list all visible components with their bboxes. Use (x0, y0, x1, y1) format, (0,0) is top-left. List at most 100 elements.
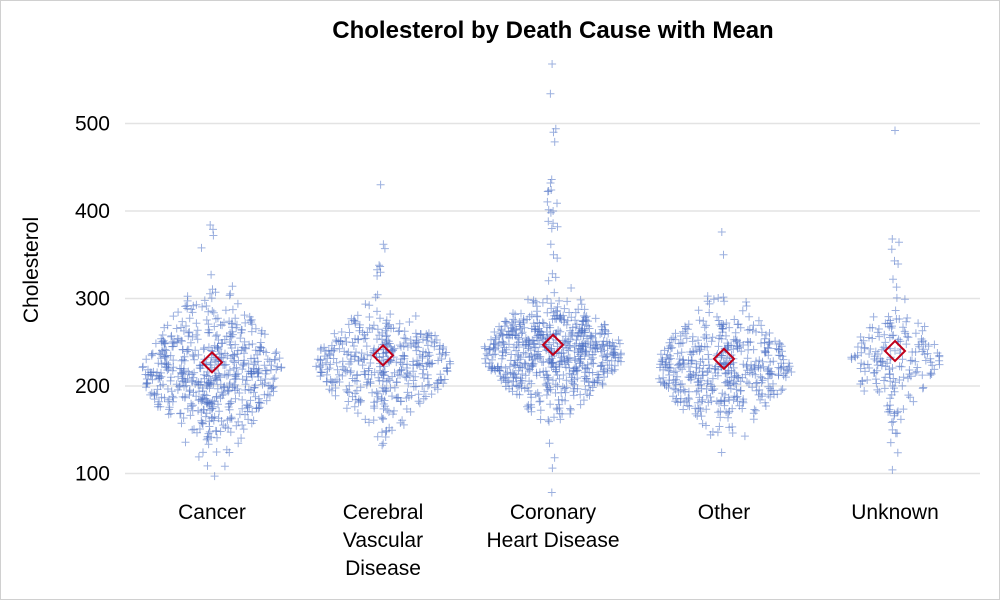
data-point (927, 370, 936, 378)
data-point (200, 296, 209, 305)
data-point (667, 344, 675, 353)
data-point (764, 382, 773, 391)
data-point (856, 380, 865, 388)
data-point (688, 332, 697, 341)
data-point (404, 379, 413, 388)
data-point (918, 371, 927, 380)
data-point (198, 419, 207, 428)
data-point (884, 312, 893, 321)
data-point (549, 308, 558, 317)
data-point (602, 352, 611, 361)
data-point (415, 399, 424, 408)
data-point (896, 415, 905, 424)
data-point (577, 320, 586, 329)
data-point (524, 295, 532, 304)
data-point (544, 387, 553, 395)
data-point (402, 394, 411, 403)
data-point (167, 332, 176, 341)
data-point (686, 375, 695, 384)
data-point (875, 332, 884, 341)
data-point (191, 379, 200, 388)
x-tick-label: Other (698, 501, 751, 524)
data-point (674, 360, 683, 369)
data-point (517, 379, 526, 388)
data-point (165, 405, 174, 414)
data-point (553, 254, 562, 263)
data-point (723, 368, 732, 377)
data-point (379, 414, 388, 423)
data-point (254, 394, 263, 403)
data-point (335, 344, 344, 353)
data-point (553, 405, 562, 414)
data-point (146, 390, 155, 399)
data-point (656, 360, 665, 369)
data-point (853, 351, 862, 360)
data-point (544, 205, 553, 214)
data-point (680, 398, 689, 407)
data-point (737, 347, 746, 356)
data-point (547, 175, 556, 184)
data-point (414, 397, 423, 406)
data-point (708, 386, 717, 395)
data-point (207, 294, 216, 303)
data-point (159, 380, 167, 389)
data-point (524, 342, 533, 351)
data-point (671, 378, 680, 387)
data-point (194, 350, 203, 359)
data-point (729, 335, 738, 344)
data-point (676, 332, 685, 340)
data-point (219, 353, 228, 362)
data-point (435, 341, 444, 350)
data-point (187, 399, 196, 408)
data-point (754, 316, 763, 325)
data-point (226, 289, 235, 298)
data-point (260, 361, 269, 370)
data-point (562, 320, 571, 329)
data-point (588, 359, 597, 368)
data-point (271, 349, 280, 358)
data-point (558, 382, 567, 391)
data-point (730, 369, 739, 377)
data-point (593, 376, 602, 385)
data-point (778, 385, 787, 394)
data-point (326, 360, 335, 369)
data-point (233, 350, 242, 358)
data-point (905, 366, 914, 374)
data-point (908, 356, 916, 365)
data-point (565, 308, 574, 317)
data-point (702, 330, 711, 339)
data-point (228, 330, 237, 339)
data-point (434, 356, 443, 365)
data-point (569, 391, 578, 400)
data-point (889, 417, 898, 426)
data-point (554, 349, 563, 358)
data-point (894, 407, 902, 416)
data-point (317, 368, 326, 377)
data-point (909, 397, 918, 406)
data-point (707, 337, 716, 346)
data-point (764, 338, 773, 347)
data-point (243, 403, 252, 412)
data-point (533, 312, 542, 321)
data-point (142, 383, 151, 392)
data-point (204, 307, 213, 316)
data-point (714, 342, 723, 351)
data-point (375, 261, 384, 270)
data-point (895, 315, 904, 323)
data-point (202, 380, 211, 389)
data-point (356, 383, 365, 392)
data-point (506, 369, 515, 378)
data-point (264, 381, 273, 390)
data-point (158, 331, 167, 339)
data-point (239, 361, 248, 370)
data-point (381, 433, 390, 441)
data-point (614, 336, 623, 345)
data-point (326, 376, 335, 384)
data-point (363, 350, 372, 359)
data-point (593, 344, 602, 352)
data-point (238, 404, 247, 413)
data-point (141, 370, 150, 379)
mean-marker (371, 343, 395, 367)
data-point (888, 235, 897, 243)
mean-marker (200, 350, 224, 374)
